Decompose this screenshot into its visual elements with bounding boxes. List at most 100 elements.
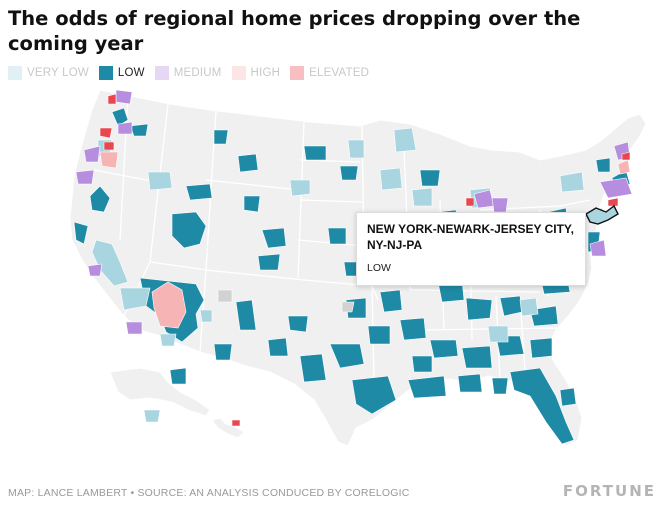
legend-swatch-elevated [290, 66, 305, 80]
metro-area[interactable] [499, 295, 523, 317]
metro-area[interactable] [589, 239, 607, 257]
legend-item-very-low[interactable]: VERY LOW [8, 66, 89, 80]
metro-area[interactable] [169, 367, 187, 385]
metro-area[interactable] [621, 151, 631, 161]
metro-area[interactable] [607, 197, 619, 207]
metro-area[interactable] [367, 325, 391, 345]
metro-area[interactable] [491, 377, 509, 395]
metro-area[interactable] [159, 333, 177, 347]
metro-area[interactable] [347, 139, 365, 159]
legend-label-high: HIGH [250, 67, 281, 79]
metro-area-no-data [217, 289, 233, 303]
brand-logo[interactable]: FORTUNE [562, 482, 656, 500]
metro-area[interactable] [213, 343, 233, 361]
metro-area[interactable] [75, 169, 95, 185]
metro-area[interactable] [379, 167, 403, 191]
metro-area[interactable] [407, 375, 447, 399]
metro-area[interactable] [411, 187, 433, 207]
metro-area[interactable] [117, 121, 133, 135]
metro-area[interactable] [509, 367, 575, 445]
metro-area[interactable] [339, 165, 359, 181]
metro-area[interactable] [91, 239, 129, 287]
state-border-line [299, 199, 363, 203]
legend-item-elevated[interactable]: ELEVATED [290, 66, 369, 80]
metro-area[interactable] [399, 317, 427, 341]
metro-area[interactable] [329, 343, 365, 369]
metro-area[interactable] [185, 183, 213, 201]
metro-areas-medium [75, 89, 633, 335]
alaska-landmass [109, 367, 211, 417]
metro-area[interactable] [599, 177, 633, 199]
metro-area[interactable] [519, 297, 539, 317]
metro-area[interactable] [529, 337, 553, 359]
metro-area[interactable] [457, 373, 483, 393]
metro-area[interactable] [327, 227, 347, 245]
metro-area[interactable] [99, 127, 113, 139]
metro-area[interactable] [171, 211, 207, 249]
metro-area[interactable] [393, 127, 417, 153]
metro-area[interactable] [111, 107, 129, 127]
tooltip-title: NEW YORK-NEWARK-JERSEY CITY, NY-NJ-PA [367, 222, 574, 252]
metro-area[interactable] [129, 123, 149, 137]
metro-area[interactable] [351, 375, 397, 415]
metro-area[interactable] [465, 197, 475, 207]
metro-area-highlighted-new-york[interactable] [585, 204, 619, 225]
legend-label-low: LOW [117, 67, 145, 79]
metro-area[interactable] [243, 195, 261, 213]
metro-area[interactable] [559, 387, 577, 407]
metro-area[interactable] [89, 185, 111, 213]
metro-area[interactable] [491, 197, 509, 213]
metro-area[interactable] [213, 129, 229, 145]
metro-area[interactable] [87, 263, 103, 277]
metro-area[interactable] [559, 171, 585, 193]
metro-area[interactable] [235, 299, 257, 331]
metro-areas-elevated [99, 93, 631, 427]
legend-label-elevated: ELEVATED [309, 67, 370, 79]
source-credit: MAP: LANCE LAMBERT • SOURCE: AN ANALYSIS… [8, 487, 410, 499]
legend-label-medium: MEDIUM [173, 67, 222, 79]
legend-swatch-medium [154, 66, 169, 80]
state-border-line [205, 179, 301, 191]
state-border-line [409, 289, 541, 293]
legend-swatch-low [98, 66, 113, 80]
metro-area[interactable] [103, 141, 115, 151]
metro-area[interactable] [83, 145, 101, 163]
metro-area[interactable] [261, 227, 287, 249]
legend-item-high[interactable]: HIGH [231, 66, 281, 80]
tooltip-value: LOW [367, 262, 391, 274]
metro-area[interactable] [429, 339, 459, 359]
metro-area[interactable] [303, 145, 327, 161]
metro-area[interactable] [237, 153, 259, 173]
metro-area[interactable] [465, 297, 493, 321]
metro-area[interactable] [487, 325, 509, 343]
legend-item-medium[interactable]: MEDIUM [154, 66, 222, 80]
metro-area[interactable] [287, 315, 309, 333]
metro-area[interactable] [411, 355, 433, 373]
metro-area[interactable] [73, 221, 89, 245]
metro-area[interactable] [419, 169, 441, 187]
metro-area[interactable] [289, 179, 311, 197]
legend: VERY LOW LOW MEDIUM HIGH ELEVATED [8, 66, 379, 80]
metro-area[interactable] [115, 89, 133, 105]
metro-area[interactable] [461, 345, 493, 369]
metro-area[interactable] [231, 419, 241, 427]
metro-area[interactable] [267, 337, 289, 357]
metro-area[interactable] [257, 253, 281, 271]
legend-label-very-low: VERY LOW [27, 67, 89, 79]
metro-area-no-data [341, 301, 355, 313]
metro-area[interactable] [595, 157, 611, 173]
tooltip: NEW YORK-NEWARK-JERSEY CITY, NY-NJ-PA LO… [356, 212, 586, 286]
chart-title: The odds of regional home prices droppin… [8, 7, 581, 55]
metro-area[interactable] [107, 93, 117, 105]
legend-item-low[interactable]: LOW [98, 66, 145, 80]
metro-area[interactable] [379, 289, 403, 313]
metro-area[interactable] [147, 171, 173, 191]
metro-area[interactable] [151, 281, 187, 329]
metro-area[interactable] [125, 321, 143, 335]
metro-area[interactable] [199, 309, 213, 323]
metro-area[interactable] [119, 287, 151, 311]
metro-area[interactable] [143, 409, 161, 423]
metro-area[interactable] [617, 159, 631, 175]
metro-area[interactable] [99, 151, 119, 169]
metro-area[interactable] [299, 353, 327, 383]
